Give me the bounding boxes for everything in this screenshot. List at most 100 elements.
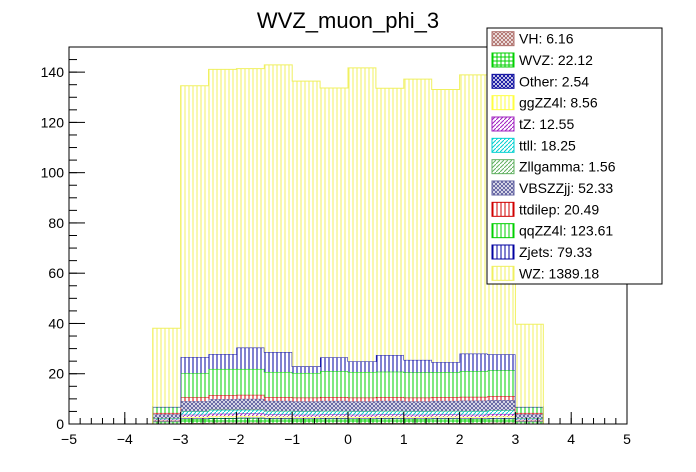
bar-qqZZ4l-bin-11 <box>459 371 488 397</box>
bar-ggZZ4l-bin-2 <box>208 416 237 418</box>
bar-ttll-bin-11 <box>459 411 488 415</box>
bar-ggZZ4l-bin-10 <box>431 416 460 419</box>
legend-swatch-ggZZ4l <box>491 95 515 111</box>
bar-Zjets-bin-10 <box>431 362 460 373</box>
bar-VBSZZjj-bin-10 <box>431 400 460 411</box>
bar-qqZZ4l-bin-10 <box>431 372 460 398</box>
bar-tZ-bin-6 <box>320 414 348 417</box>
bar-ttdilep-bin-2 <box>208 395 237 400</box>
bar-VH-bin-5 <box>292 422 321 424</box>
bar-ttll-bin-5 <box>292 411 321 415</box>
bar-WVZ-bin-0 <box>152 421 181 424</box>
bar-WVZ-bin-2 <box>208 418 237 423</box>
bar-tZ-bin-5 <box>292 414 321 417</box>
bar-tZ-bin-3 <box>236 413 265 416</box>
bar-WZ-bin-1 <box>180 85 209 358</box>
bar-VBSZZjj-bin-11 <box>459 400 488 411</box>
bar-ttll-bin-7 <box>348 411 376 415</box>
bar-tZ-bin-9 <box>403 414 432 417</box>
bar-VBSZZjj-bin-12 <box>487 400 516 411</box>
bar-Zjets-bin-5 <box>292 366 321 373</box>
bar-ggZZ4l-bin-3 <box>236 415 265 418</box>
legend-swatch-WVZ <box>491 52 515 68</box>
x-tick-label: −5 <box>61 431 77 447</box>
bar-VH-bin-3 <box>236 422 265 424</box>
bar-WVZ-bin-8 <box>375 418 404 423</box>
bar-qqZZ4l-bin-0 <box>152 406 181 413</box>
bar-VH-bin-8 <box>375 422 404 424</box>
bar-WVZ-bin-9 <box>403 418 432 423</box>
legend-label-VBSZZjj: VBSZZjj: 52.33 <box>519 180 613 196</box>
bar-tZ-bin-2 <box>208 413 237 417</box>
series-Zjets <box>152 347 544 424</box>
bar-WZ-bin-2 <box>208 69 237 355</box>
bar-Zjets-bin-11 <box>459 353 488 372</box>
legend-swatch-VH <box>491 31 515 47</box>
bar-WVZ-bin-11 <box>459 418 488 423</box>
series-WZ <box>152 64 544 424</box>
histogram-bars <box>152 64 544 424</box>
bar-tZ-bin-13 <box>515 419 544 421</box>
bar-WZ-bin-7 <box>348 67 376 362</box>
x-tick-label: 2 <box>456 431 464 447</box>
bar-VH-bin-4 <box>264 422 293 424</box>
bar-qqZZ4l-bin-6 <box>320 371 348 398</box>
bar-qqZZ4l-bin-9 <box>403 372 432 398</box>
bar-tZ-bin-11 <box>459 414 488 417</box>
bar-WZ-bin-4 <box>264 64 293 353</box>
bar-VBSZZjj-bin-4 <box>264 400 293 411</box>
bar-ttll-bin-0 <box>152 418 181 420</box>
bar-VBSZZjj-bin-13 <box>515 414 544 419</box>
bar-ttll-bin-1 <box>180 411 209 415</box>
bar-VH-bin-7 <box>348 422 376 424</box>
bar-WZ-bin-6 <box>320 87 348 358</box>
bar-ggZZ4l-bin-7 <box>348 416 376 419</box>
bar-ttdilep-bin-7 <box>348 397 376 402</box>
bar-WZ-bin-5 <box>292 81 321 367</box>
y-tick-label: 120 <box>41 114 65 130</box>
x-tick-label: −1 <box>284 431 300 447</box>
bar-tZ-bin-12 <box>487 413 516 417</box>
bar-qqZZ4l-bin-1 <box>180 373 209 398</box>
bar-WZ-bin-3 <box>236 68 265 348</box>
y-tick-label: 100 <box>41 165 65 181</box>
bar-WVZ-bin-12 <box>487 418 516 423</box>
bar-qqZZ4l-bin-3 <box>236 368 265 395</box>
legend-label-Zjets: Zjets: 79.33 <box>519 244 592 260</box>
legend-swatch-Zjets <box>491 244 515 260</box>
bar-qqZZ4l-bin-7 <box>348 371 376 398</box>
bar-WVZ-bin-1 <box>180 418 209 423</box>
bar-Zjets-bin-12 <box>487 354 516 371</box>
bar-qqZZ4l-bin-8 <box>375 371 404 398</box>
bar-Zjets-bin-4 <box>264 352 293 372</box>
bar-VBSZZjj-bin-5 <box>292 401 321 412</box>
x-tick-label: −4 <box>117 431 133 447</box>
y-tick-label: 80 <box>48 215 64 231</box>
bar-ttll-bin-3 <box>236 409 265 414</box>
bar-ttdilep-bin-13 <box>515 412 544 415</box>
bar-WVZ-bin-5 <box>292 418 321 423</box>
bar-ttll-bin-2 <box>208 410 237 414</box>
legend-label-ggZZ4l: ggZZ4l: 8.56 <box>519 95 598 111</box>
legend-label-ttdilep: ttdilep: 20.49 <box>519 201 599 217</box>
x-tick-label: −3 <box>173 431 189 447</box>
bar-Zjets-bin-7 <box>348 361 376 372</box>
x-tick-label: 0 <box>344 431 352 447</box>
x-tick-label: 4 <box>567 431 575 447</box>
legend-label-VH: VH: 6.16 <box>519 31 574 47</box>
x-tick-label: 5 <box>623 431 631 447</box>
legend-swatch-ttdilep <box>491 201 515 217</box>
y-tick-label: 40 <box>48 315 64 331</box>
bar-VBSZZjj-bin-8 <box>375 400 404 411</box>
bar-WVZ-bin-13 <box>515 421 544 424</box>
bar-VH-bin-12 <box>487 422 516 424</box>
bar-ttll-bin-13 <box>515 418 544 420</box>
legend-label-WVZ: WVZ: 22.12 <box>519 52 593 68</box>
bar-ttll-bin-8 <box>375 411 404 415</box>
y-tick-label: 0 <box>56 416 64 432</box>
bar-Zjets-bin-9 <box>403 359 432 373</box>
legend-swatch-WZ <box>491 265 515 281</box>
bar-ttdilep-bin-1 <box>180 397 209 402</box>
bar-qqZZ4l-bin-4 <box>264 371 293 398</box>
bar-ttll-bin-9 <box>403 411 432 415</box>
